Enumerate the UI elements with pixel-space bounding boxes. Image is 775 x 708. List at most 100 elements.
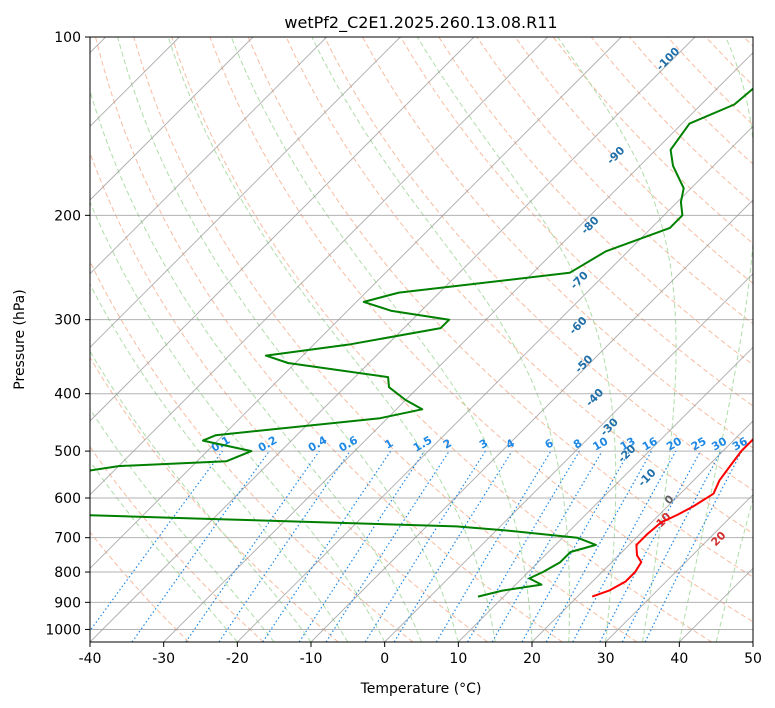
isotherm-line xyxy=(90,37,696,642)
x-tick-label: -10 xyxy=(300,651,323,667)
moist-adiabat-label: -60 xyxy=(567,314,590,337)
x-axis-label: Temperature (°C) xyxy=(360,681,482,697)
moist-adiabat-label: -80 xyxy=(578,214,601,237)
mixing-ratio-label: 1 xyxy=(382,437,395,452)
dry-adiabat-line xyxy=(362,37,753,449)
moist-adiabat-label: 30 xyxy=(765,546,775,566)
moist-adiabat-line xyxy=(90,350,312,642)
mixing-ratio-line xyxy=(218,450,351,642)
mixing-ratio-line xyxy=(435,450,552,642)
plot-frame xyxy=(89,36,754,643)
isotherm-line xyxy=(90,37,549,496)
y-tick-label: 700 xyxy=(54,531,81,547)
moist-adiabat-line xyxy=(90,460,238,642)
isotherm-line xyxy=(90,37,401,349)
mixing-ratio-line xyxy=(572,450,677,642)
moist-adiabat-line xyxy=(90,408,275,642)
chart-title: wetPf2_C2E1.2025.260.13.08.R11 xyxy=(284,13,557,33)
moist-adiabat-label: -10 xyxy=(635,466,658,489)
mixing-ratio-line xyxy=(298,450,425,642)
dry-adiabat-line xyxy=(133,37,638,642)
dry-adiabat-line xyxy=(209,37,753,623)
y-tick-label: 600 xyxy=(54,491,81,507)
mixing-ratio-line xyxy=(545,450,653,642)
moist-adiabat-line xyxy=(90,89,422,642)
dewpoint-profile xyxy=(90,87,753,598)
isotherm-line xyxy=(457,346,753,642)
dry-adiabat-line xyxy=(90,445,264,642)
temperature-profile xyxy=(591,437,753,598)
moist-adiabat-label: -50 xyxy=(572,352,595,375)
x-axis-ticks: -40 -30 -20 -10 0 10 20 30 40 50 xyxy=(79,642,762,667)
dry-adiabat-line xyxy=(743,37,753,47)
x-tick-label: 40 xyxy=(670,651,688,667)
y-tick-label: 800 xyxy=(54,565,81,581)
moist-adiabat-line xyxy=(230,37,533,642)
isotherm-line xyxy=(90,37,622,570)
isotherm-line xyxy=(90,37,328,275)
isotherm-line xyxy=(310,199,753,642)
x-tick-label: -20 xyxy=(226,651,249,667)
isotherm-line xyxy=(384,272,753,642)
mixing-ratio-line xyxy=(393,450,513,642)
y-axis-label: Pressure (hPa) xyxy=(12,289,28,389)
moist-adiabat-line xyxy=(715,496,753,642)
moist-adiabat-line xyxy=(167,37,496,642)
dry-adiabat-line xyxy=(90,356,339,642)
x-tick-label: 0 xyxy=(380,651,389,667)
y-axis-ticks: 100 200 300 400 500 600 700 800 900 1000 xyxy=(45,30,90,638)
x-tick-label: 50 xyxy=(744,651,762,667)
y-tick-label: 300 xyxy=(54,313,81,329)
moist-adiabat-line xyxy=(416,37,617,642)
dry-adiabat-line xyxy=(590,37,753,205)
dry-adiabat-line xyxy=(285,37,753,535)
y-tick-label: 100 xyxy=(54,30,81,46)
dry-adiabat-line xyxy=(552,37,753,245)
dry-adiabat-line xyxy=(514,37,753,285)
mixing-ratio-line xyxy=(131,450,270,642)
mixing-ratio-label: 6 xyxy=(543,436,556,451)
dry-adiabat-line xyxy=(90,531,190,642)
mixing-ratio-line xyxy=(521,450,631,642)
dry-adiabat-line xyxy=(247,37,753,578)
isotherm-line xyxy=(531,420,753,642)
mixing-ratio-label: 4 xyxy=(504,436,517,451)
isotherm-line xyxy=(236,125,753,642)
y-tick-label: 500 xyxy=(54,444,81,460)
x-tick-label: 10 xyxy=(449,651,467,667)
y-tick-label: 200 xyxy=(54,208,81,224)
isotherm-line xyxy=(90,37,254,201)
isotherm-line xyxy=(90,37,475,422)
moist-adiabat-line xyxy=(90,200,386,642)
dry-adiabat-line xyxy=(90,151,488,642)
moist-adiabat-label: -40 xyxy=(583,386,606,409)
x-tick-label: 30 xyxy=(597,651,615,667)
mixing-ratio-line xyxy=(90,450,223,632)
dry-adiabat-line xyxy=(400,37,753,407)
moist-adiabat-label: -90 xyxy=(604,144,627,167)
moist-adiabat-label: 20 xyxy=(709,529,729,549)
y-tick-label: 400 xyxy=(54,387,81,403)
x-tick-label: -30 xyxy=(152,651,175,667)
dry-adiabat-line xyxy=(171,37,712,642)
mixing-ratio-line xyxy=(262,450,392,642)
moist-adiabat-line xyxy=(90,283,349,642)
mixing-ratio-label: 3 xyxy=(477,437,490,452)
isotherm-line xyxy=(678,567,753,642)
mixing-ratio-line xyxy=(325,450,450,642)
isotherm-line xyxy=(163,51,753,642)
moist-adiabat-line xyxy=(117,37,459,642)
isotherm-line xyxy=(605,493,753,642)
mixing-ratio-line xyxy=(466,450,580,642)
mixing-ratio-line xyxy=(185,450,320,642)
x-tick-label: 20 xyxy=(523,651,541,667)
mixing-ratio-label: 2 xyxy=(441,437,454,452)
dry-adiabat-line xyxy=(90,260,414,642)
dry-adiabat-line xyxy=(438,37,753,366)
x-tick-label: -40 xyxy=(79,651,102,667)
background-lines xyxy=(90,37,753,642)
profiles xyxy=(90,87,753,598)
isotherm-line xyxy=(752,641,753,642)
moist-adiabat-line xyxy=(678,37,753,642)
